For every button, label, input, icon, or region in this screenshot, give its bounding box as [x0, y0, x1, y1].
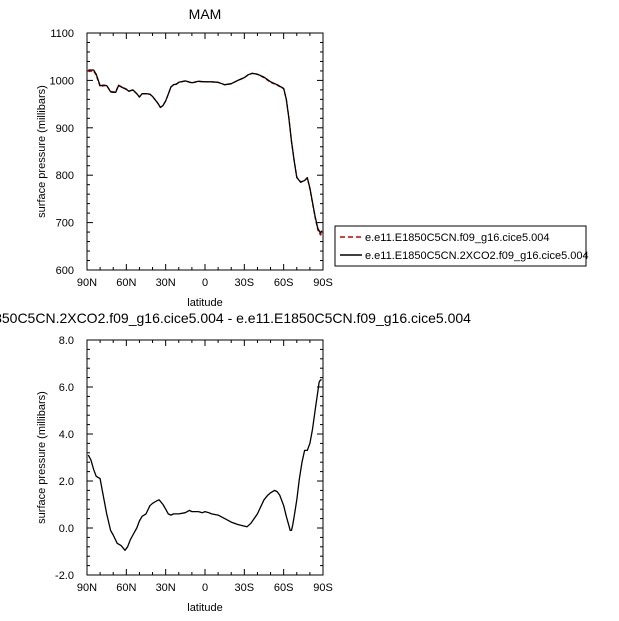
top-chart-title: MAM	[189, 6, 222, 22]
top-y-tick-label: 900	[56, 123, 74, 135]
bottom-y-tick-label: -2.0	[55, 570, 74, 582]
top-series-line-0	[88, 70, 323, 236]
bottom-y-tick-label: 0.0	[59, 523, 74, 535]
top-y-axis-label: surface pressure (millibars)	[36, 85, 48, 218]
top-x-tick-label: 90S	[313, 277, 333, 289]
bottom-y-tick-label: 6.0	[59, 382, 74, 394]
top-y-tick-label: 600	[56, 265, 74, 277]
bottom-tick-marks: 90N 60N 30N 0 30S 60S 90S -2.0 0.0 2.0 4.0 6.0 8.0	[55, 335, 333, 594]
top-x-tick-label: 90N	[77, 277, 97, 289]
top-panel: MAM 90N 60N 30N 0 30S 60S 90S 600 700 800 900 1000 1…	[36, 6, 333, 309]
top-x-tick-label: 30N	[156, 277, 176, 289]
top-x-tick-label: 60S	[274, 277, 294, 289]
bottom-x-tick-label: 60S	[274, 582, 294, 594]
legend-label-2xco2: e.e11.E1850C5CN.2XCO2.f09_g16.cice5.004	[365, 250, 589, 262]
top-x-tick-label: 30S	[235, 277, 255, 289]
bottom-x-tick-label: 30S	[235, 582, 255, 594]
top-y-tick-label: 1000	[50, 75, 74, 87]
legend-box	[334, 225, 587, 267]
bottom-y-tick-label: 4.0	[59, 429, 74, 441]
legend: e.e11.E1850C5CN.f09_g16.cice5.004 e.e11.…	[334, 225, 589, 267]
top-y-tick-label: 1100	[50, 28, 74, 40]
top-x-tick-label: 60N	[116, 277, 136, 289]
bottom-y-tick-label: 2.0	[59, 476, 74, 488]
bottom-y-tick-label: 8.0	[59, 335, 74, 347]
top-plot-frame	[86, 32, 324, 271]
top-tick-marks: 90N 60N 30N 0 30S 60S 90S 600 700 800 900 1000 1100	[50, 28, 333, 289]
top-series-lines	[88, 69, 323, 236]
top-series-line-1	[88, 69, 323, 234]
bottom-x-tick-label: 90S	[313, 582, 333, 594]
top-y-tick-label: 700	[56, 218, 74, 230]
bottom-panel: e.e11.E1850C5CN.2XCO2.f09_g16.cice5.004 …	[0, 310, 471, 614]
legend-label-control: e.e11.E1850C5CN.f09_g16.cice5.004	[365, 232, 550, 244]
top-x-tick-label: 0	[202, 277, 208, 289]
bottom-chart-title: e.e11.E1850C5CN.2XCO2.f09_g16.cice5.004 …	[0, 310, 471, 326]
top-y-tick-label: 800	[56, 170, 74, 182]
bottom-x-tick-label: 90N	[77, 582, 97, 594]
bottom-y-axis-label: surface pressure (millibars)	[36, 391, 48, 524]
bottom-x-axis-label: latitude	[187, 602, 222, 614]
bottom-x-tick-label: 30N	[156, 582, 176, 594]
bottom-series-line-0	[87, 379, 322, 551]
bottom-plot-frame	[86, 339, 324, 576]
bottom-x-tick-label: 0	[202, 582, 208, 594]
top-x-axis-label: latitude	[187, 297, 222, 309]
bottom-series-lines	[87, 379, 322, 551]
bottom-x-tick-label: 60N	[116, 582, 136, 594]
